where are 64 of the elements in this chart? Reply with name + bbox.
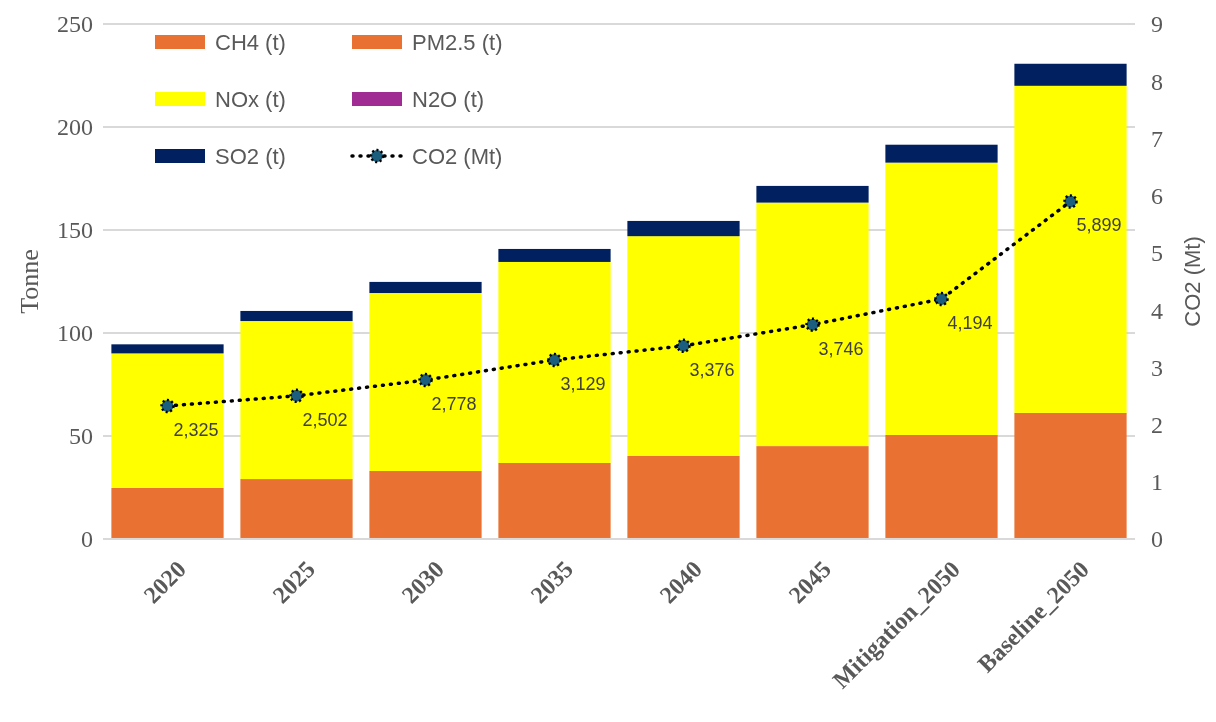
y-tick-label: 50 [69, 423, 93, 450]
bar [627, 220, 740, 237]
bar [756, 185, 869, 203]
y-tick-label: 0 [81, 526, 93, 553]
legend-label: N2O (t) [412, 86, 485, 112]
y-tick-label: 100 [57, 320, 93, 347]
point [934, 291, 949, 307]
point [1063, 194, 1078, 209]
point [289, 388, 304, 404]
bar [111, 344, 224, 354]
annotation: 2,502 [302, 409, 348, 430]
bar [885, 144, 998, 163]
bar [240, 321, 353, 480]
y2-tick-label: 2 [1151, 411, 1163, 438]
bar [240, 310, 353, 322]
bar [498, 248, 611, 262]
bar [627, 236, 740, 456]
annotation: 3,376 [689, 359, 735, 380]
annotation: 3,746 [818, 338, 864, 359]
bar [111, 353, 224, 488]
bar [369, 281, 482, 294]
y2-tick-label: 5 [1151, 240, 1163, 267]
point [547, 352, 562, 368]
y2-tick-label: 3 [1151, 354, 1163, 381]
legend-label: NOx (t) [215, 86, 286, 112]
y2-axis-title: CO2 (Mt) [1180, 236, 1205, 327]
bar [885, 434, 998, 538]
bar [885, 162, 998, 435]
y2-tick-label: 8 [1151, 68, 1163, 95]
point [805, 317, 820, 332]
bar [1014, 63, 1127, 86]
y2-tick-label: 6 [1151, 183, 1163, 210]
annotation: 2,778 [431, 394, 477, 415]
bar [498, 261, 611, 463]
y2-tick-label: 1 [1151, 469, 1163, 496]
annotation: 4,194 [947, 313, 993, 334]
bar [498, 462, 611, 538]
bar [240, 479, 353, 538]
point [676, 338, 691, 354]
legend-label: PM2.5 (t) [412, 29, 503, 55]
legend-label: CO2 (Mt) [412, 143, 503, 169]
y2-tick-label: 9 [1151, 11, 1163, 38]
annotation: 2,325 [173, 419, 219, 440]
point [418, 372, 433, 388]
annotation: 3,129 [560, 373, 606, 394]
bar [756, 446, 869, 538]
bar [756, 202, 869, 447]
bar [1014, 85, 1127, 413]
legend-label: CH4 (t) [215, 29, 286, 55]
y-tick-label: 250 [57, 11, 93, 38]
bar [1014, 412, 1127, 538]
bar [627, 455, 740, 538]
legend-label: SO2 (t) [215, 143, 286, 169]
point [160, 398, 175, 414]
bar [369, 293, 482, 472]
bar [369, 471, 482, 538]
y2-tick-label: 0 [1151, 526, 1163, 553]
bar [111, 487, 224, 538]
y-tick-label: 150 [57, 217, 93, 244]
y-axis-title: Tonne [15, 249, 44, 314]
y-tick-label: 200 [57, 114, 93, 141]
y2-tick-label: 4 [1151, 297, 1163, 324]
y2-tick-label: 7 [1151, 125, 1163, 152]
annotation: 5,899 [1076, 215, 1122, 236]
